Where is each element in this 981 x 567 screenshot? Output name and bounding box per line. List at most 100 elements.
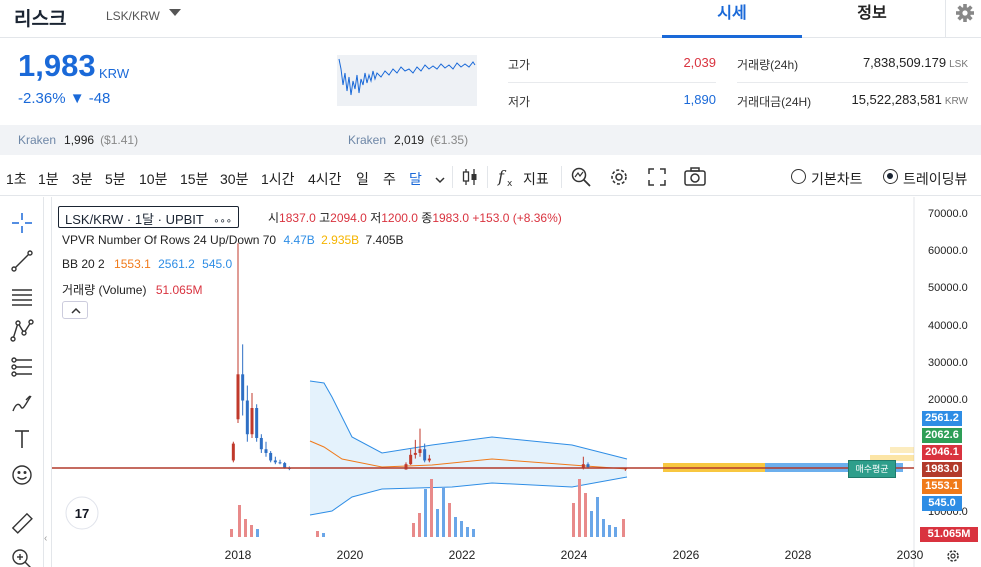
timeframe-30m[interactable]: 30분 [220, 171, 249, 187]
y-tick: 70000.0 [928, 208, 968, 220]
volume-bar [430, 479, 433, 537]
bb-mid: 1553.1 [114, 257, 151, 271]
crosshair-icon[interactable] [10, 211, 34, 235]
settings-icon[interactable] [945, 0, 981, 38]
camera-icon[interactable] [683, 166, 707, 193]
mode-tradingview-label[interactable]: 트레이딩뷰 [903, 171, 968, 187]
timeframe-1s[interactable]: 1초 [6, 171, 27, 187]
x-tick: 2018 [225, 548, 252, 562]
legend-collapse-button[interactable] [62, 301, 88, 319]
price-chart[interactable]: 2018 2020 2022 2024 2026 2028 2030 17 LSK/KRW … [52, 197, 981, 567]
ohlc-key: 시 [268, 211, 280, 225]
volume-bar [622, 519, 625, 537]
ohlc-readout: 시1837.0 고2094.0 저1200.0 종1983.0 +153.0 (… [268, 209, 562, 226]
mode-basic-label[interactable]: 기본차트 [811, 171, 863, 187]
text-tool-icon[interactable] [10, 427, 34, 451]
bb-lower: 545.0 [202, 257, 233, 271]
exchange-price: 2,019 [394, 133, 425, 147]
ohlc-key: 종 [421, 211, 433, 225]
x-tick: 2030 [897, 548, 924, 562]
chart-search-icon[interactable] [570, 166, 592, 193]
x-tick: 2022 [449, 548, 476, 562]
timeframe-week[interactable]: 주 [383, 171, 396, 187]
vpvr-label: VPVR Number Of Rows 24 Up/Down 70 [62, 233, 277, 247]
timeframe-10m[interactable]: 10분 [139, 171, 168, 187]
low-label: 저가 [508, 95, 531, 109]
y-tick: 60000.0 [928, 245, 968, 257]
volume-unit: LSK [949, 59, 968, 70]
emoji-icon[interactable] [10, 463, 34, 487]
drawing-toolbar [0, 197, 44, 567]
symbol-label: LSK/KRW · 1달 · UPBIT [65, 212, 204, 227]
ohlc-key: 고 [319, 211, 331, 225]
coin-dropdown-icon[interactable] [169, 9, 181, 16]
svg-text:f: f [497, 167, 507, 186]
candle-body [283, 463, 287, 468]
brush-icon[interactable] [10, 391, 34, 415]
bb-legend[interactable]: BB 20 2 1553.1 2561.2 545.0 [62, 257, 232, 271]
axis-settings-icon[interactable] [945, 548, 961, 567]
trend-line-icon[interactable] [10, 249, 34, 273]
x-tick: 2028 [785, 548, 812, 562]
collapse-arrow-icon[interactable]: ‹ [44, 533, 48, 544]
bb-upper-line [309, 380, 628, 460]
vpvr-legend[interactable]: VPVR Number Of Rows 24 Up/Down 70 4.47B … [62, 233, 404, 247]
exchange-item[interactable]: Kraken 1,996 ($1.41) [18, 133, 138, 147]
timeframe-1h[interactable]: 1시간 [261, 171, 295, 187]
change-absolute: ▼ -48 [69, 90, 111, 107]
indicator-button[interactable]: 지표 [523, 171, 549, 187]
fullscreen-icon[interactable] [646, 166, 668, 193]
candle-body [231, 443, 235, 461]
x-tick: 2024 [561, 548, 588, 562]
indicator-icon[interactable]: f x [496, 166, 518, 193]
pattern-icon[interactable] [10, 319, 34, 343]
divider [487, 166, 488, 188]
volume-bar [448, 503, 451, 537]
x-tick: 2020 [337, 548, 364, 562]
symbol-legend[interactable]: LSK/KRW · 1달 · UPBIT ∘∘∘ [58, 206, 240, 228]
tab-market[interactable]: 시세 [662, 0, 802, 38]
toolbar-collapse-strip[interactable]: ‹ [44, 197, 52, 567]
volume-bar [436, 509, 439, 537]
timeframe-month[interactable]: 달 [409, 171, 422, 187]
radio-basic-chart[interactable] [791, 169, 806, 184]
timeframe-5m[interactable]: 5분 [105, 171, 126, 187]
timeframe-chevron-icon[interactable] [434, 172, 446, 190]
chart-canvas[interactable]: 2018 2020 2022 2024 2026 2028 2030 17 [52, 197, 981, 567]
price-tag-high: 2046.1 [922, 445, 962, 460]
more-options-icon[interactable]: ∘∘∘ [213, 216, 233, 227]
timeframe-1m[interactable]: 1분 [38, 171, 59, 187]
price-currency: KRW [99, 66, 130, 81]
tab-info[interactable]: 정보 [857, 5, 887, 22]
amount-unit: KRW [944, 96, 968, 107]
ohlc-value: 1200.0 [381, 211, 418, 225]
timeframe-4h[interactable]: 4시간 [308, 171, 342, 187]
candle-body [255, 408, 259, 438]
volume-label: 거래량(24h) [737, 58, 799, 72]
timeframe-15m[interactable]: 15분 [180, 171, 209, 187]
volume-legend[interactable]: 거래량 (Volume) 51.065M [62, 281, 203, 298]
divider [561, 166, 562, 188]
high-label: 고가 [508, 58, 531, 72]
forecast-icon[interactable] [10, 355, 34, 379]
price-tag-bb-upper: 2561.2 [922, 411, 962, 426]
candle-body [427, 458, 431, 461]
exchange-name: Kraken [348, 133, 387, 147]
radio-tradingview[interactable] [883, 169, 898, 184]
zoom-in-icon[interactable] [10, 547, 34, 567]
candle-style-icon[interactable] [460, 167, 480, 192]
tradingview-logo[interactable]: 17 [65, 496, 99, 530]
fib-lines-icon[interactable] [10, 285, 34, 309]
volume-legend-value: 51.065M [155, 283, 203, 297]
candle-body [413, 452, 417, 455]
candle-body [273, 460, 277, 463]
timeframe-day[interactable]: 일 [356, 171, 369, 187]
price-tag-ma: 2062.6 [922, 428, 962, 443]
volume-bar [454, 517, 457, 537]
timeframe-3m[interactable]: 3분 [72, 171, 93, 187]
chart-settings-icon[interactable] [608, 166, 630, 193]
volume-bar [424, 489, 427, 537]
candle-body [236, 374, 240, 420]
exchange-item[interactable]: Kraken 2,019 (€1.35) [348, 133, 468, 147]
ruler-icon[interactable] [10, 511, 34, 535]
